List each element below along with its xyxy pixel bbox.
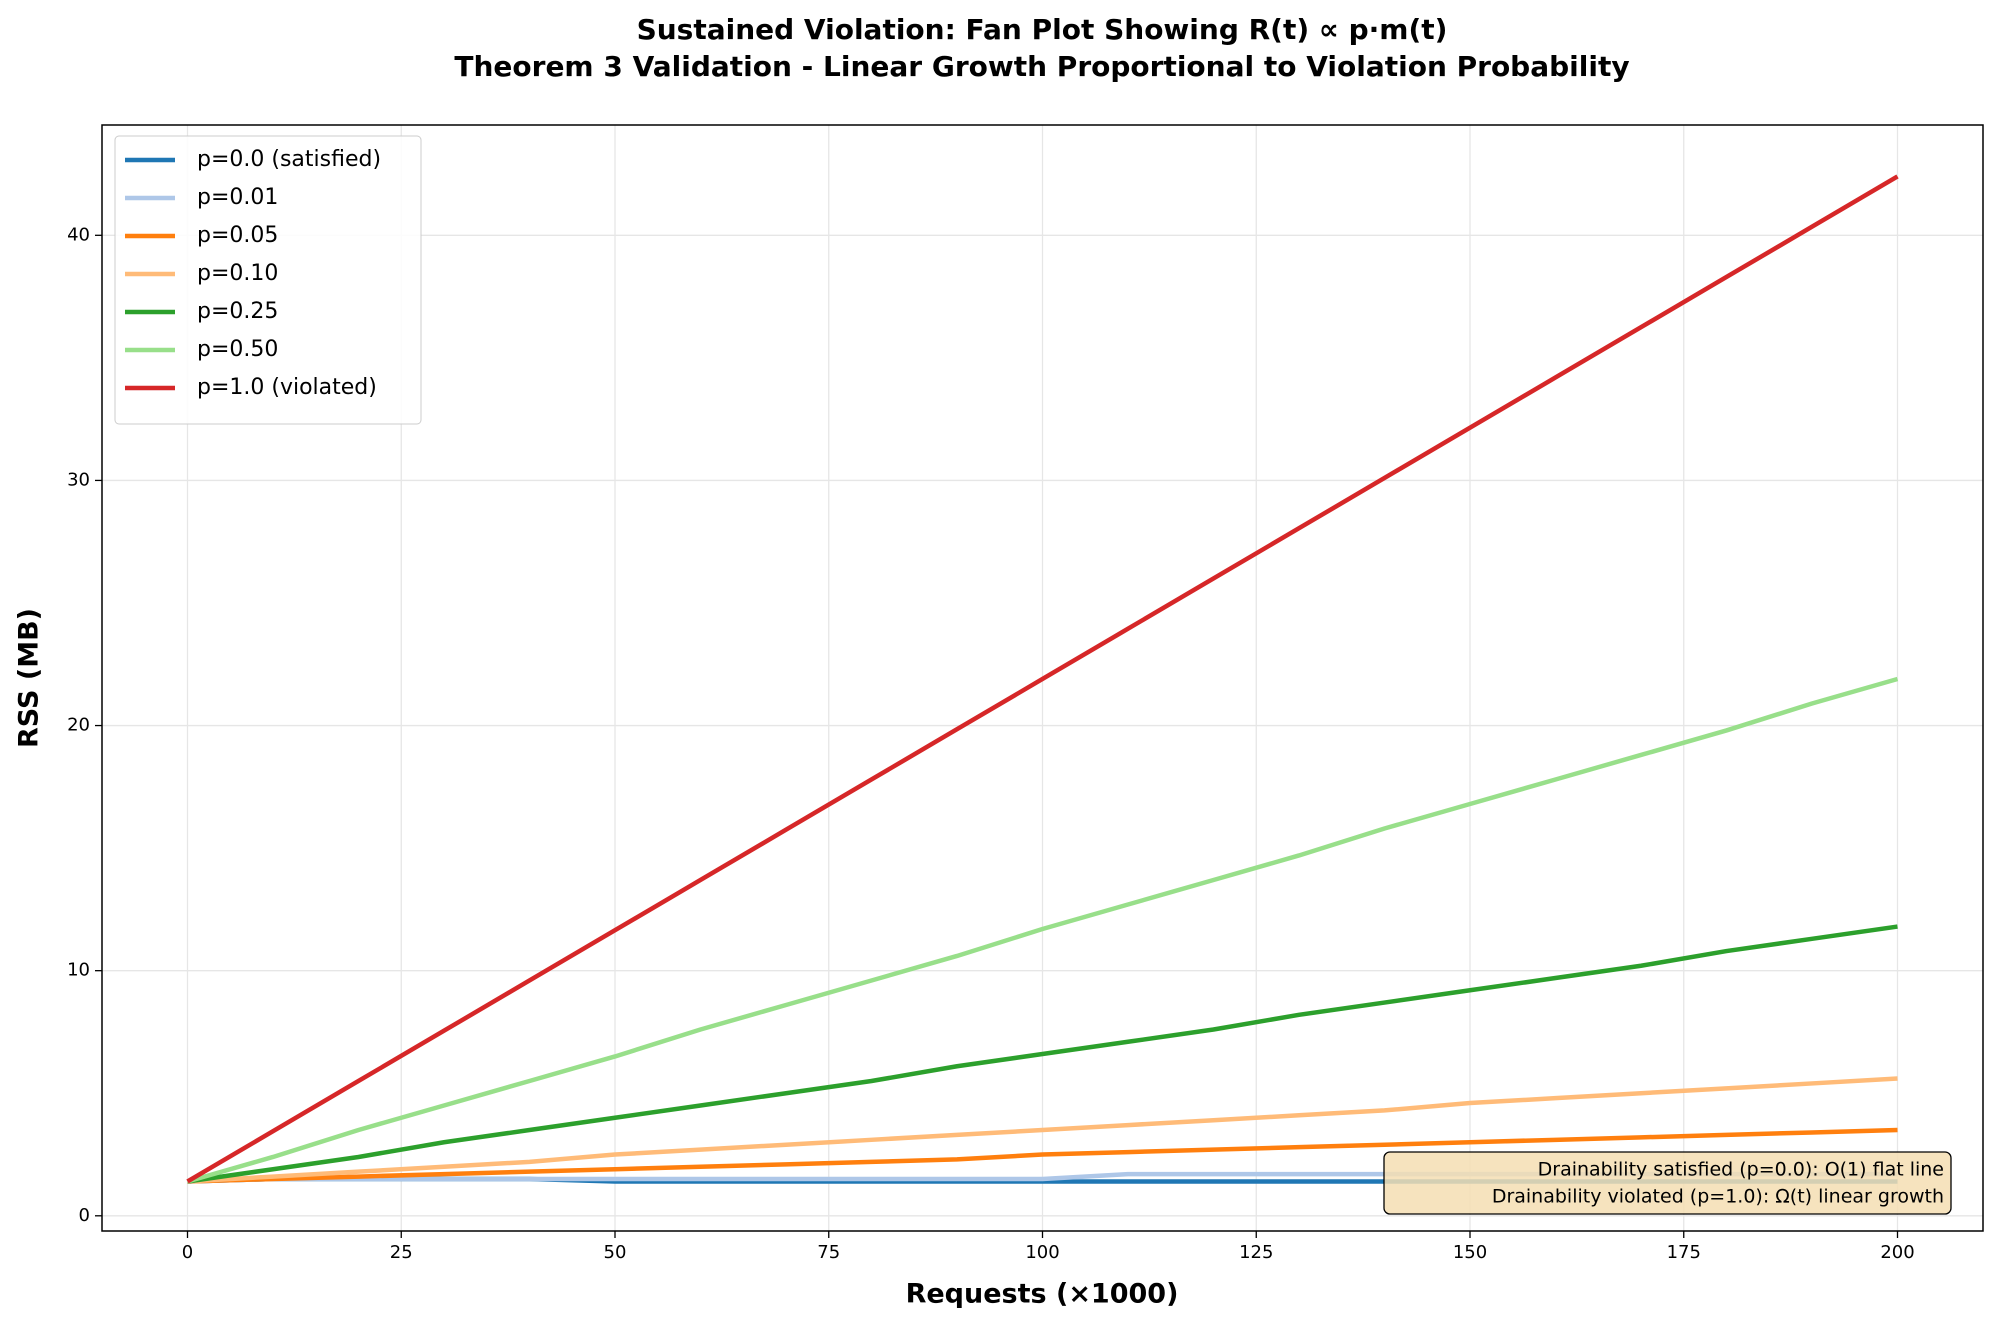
x-tick-label: 200 bbox=[1880, 1242, 1914, 1263]
series-line bbox=[187, 924, 1898, 1184]
legend-label: p=0.0 (satisfied) bbox=[197, 147, 381, 172]
chart-title: Sustained Violation: Fan Plot Showing R(… bbox=[637, 13, 1448, 46]
x-tick-label: 100 bbox=[1025, 1242, 1059, 1263]
y-tick-label: 20 bbox=[67, 715, 90, 736]
annotation-text: Drainability satisfied (p=0.0): O(1) fla… bbox=[1538, 1159, 1944, 1181]
legend-label: p=0.10 bbox=[197, 261, 278, 286]
y-tick-label: 10 bbox=[67, 960, 90, 981]
y-tick-label: 0 bbox=[79, 1205, 90, 1226]
series-line bbox=[187, 1127, 1898, 1184]
x-tick-label: 50 bbox=[604, 1242, 627, 1263]
x-tick-label: 0 bbox=[182, 1242, 193, 1263]
series-line bbox=[186, 174, 1899, 1184]
legend-label: p=0.50 bbox=[197, 337, 278, 362]
x-axis-label: Requests (×1000) bbox=[906, 1279, 1179, 1310]
x-tick-label: 125 bbox=[1239, 1242, 1273, 1263]
plot-frame bbox=[101, 124, 1984, 1232]
series-line bbox=[187, 1076, 1898, 1184]
x-tick-label: 75 bbox=[817, 1242, 840, 1263]
x-tick-label: 150 bbox=[1453, 1242, 1487, 1263]
annotation-text: Drainability violated (p=1.0): Ω(t) line… bbox=[1492, 1186, 1944, 1208]
y-axis-label: RSS (MB) bbox=[14, 608, 45, 748]
annotation-box bbox=[1383, 1151, 1952, 1215]
legend-box bbox=[114, 135, 422, 425]
legend-label: p=0.05 bbox=[197, 223, 278, 248]
legend-label: p=1.0 (violated) bbox=[197, 375, 377, 400]
y-tick-label: 40 bbox=[67, 224, 90, 245]
x-tick-label: 25 bbox=[390, 1242, 413, 1263]
legend-label: p=0.25 bbox=[197, 299, 278, 324]
series-line bbox=[186, 676, 1899, 1184]
x-tick-label: 175 bbox=[1667, 1242, 1701, 1263]
y-tick-label: 30 bbox=[67, 469, 90, 490]
legend-label: p=0.01 bbox=[197, 185, 278, 210]
chart-subtitle: Theorem 3 Validation - Linear Growth Pro… bbox=[454, 50, 1629, 83]
